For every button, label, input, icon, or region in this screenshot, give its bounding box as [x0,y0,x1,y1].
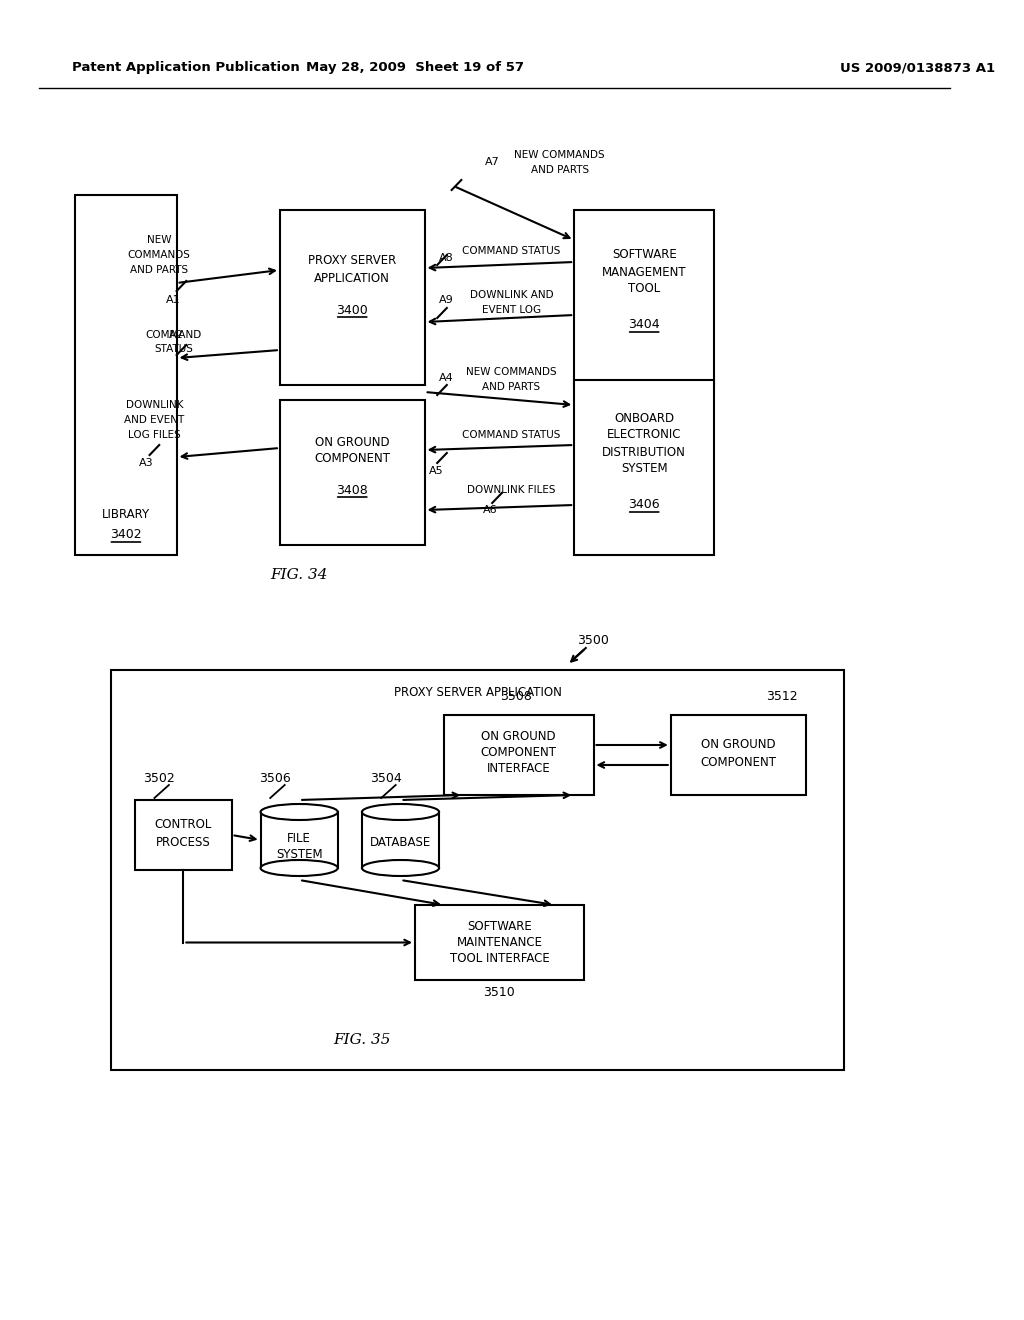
Bar [574,380,714,554]
Text: COMMAND STATUS: COMMAND STATUS [462,430,561,440]
Text: A3: A3 [139,458,154,469]
Text: Patent Application Publication: Patent Application Publication [73,62,300,74]
Text: FIG. 34: FIG. 34 [270,568,328,582]
Bar [415,906,584,979]
Text: AND PARTS: AND PARTS [130,265,188,275]
Text: 3400: 3400 [336,304,368,317]
Text: LOG FILES: LOG FILES [128,430,181,440]
Text: STATUS: STATUS [155,345,194,354]
Text: 3502: 3502 [143,771,175,784]
Text: 3408: 3408 [336,483,368,496]
Text: AND PARTS: AND PARTS [530,165,589,176]
Bar [361,812,439,869]
Bar [280,210,425,385]
Text: A8: A8 [439,253,454,263]
Bar [444,715,594,795]
Text: COMPONENT: COMPONENT [480,747,557,759]
Text: TOOL INTERFACE: TOOL INTERFACE [450,953,549,965]
Text: 3500: 3500 [578,634,609,647]
Text: May 28, 2009  Sheet 19 of 57: May 28, 2009 Sheet 19 of 57 [306,62,524,74]
Text: LIBRARY: LIBRARY [101,508,150,521]
Text: SYSTEM: SYSTEM [621,462,668,475]
Text: ON GROUND: ON GROUND [315,436,389,449]
Text: MAINTENANCE: MAINTENANCE [457,936,543,949]
Text: 3510: 3510 [483,986,515,999]
Text: DOWNLINK: DOWNLINK [126,400,183,411]
Bar [135,800,231,870]
Text: SOFTWARE: SOFTWARE [611,248,677,261]
Text: APPLICATION: APPLICATION [314,272,390,285]
Text: PROXY SERVER: PROXY SERVER [308,253,396,267]
Text: COMMANDS: COMMANDS [128,249,190,260]
Text: TOOL: TOOL [628,282,660,296]
Bar [260,812,338,869]
Text: 3512: 3512 [766,689,798,702]
Text: A6: A6 [483,506,498,515]
Text: A2: A2 [169,330,183,341]
Text: 3504: 3504 [370,771,401,784]
Ellipse shape [361,861,439,876]
Text: MANAGEMENT: MANAGEMENT [602,265,686,279]
Text: PROXY SERVER APPLICATION: PROXY SERVER APPLICATION [394,685,561,698]
Text: 3404: 3404 [629,318,660,331]
Text: FILE: FILE [288,832,311,845]
Text: EVENT LOG: EVENT LOG [482,305,541,315]
Text: US 2009/0138873 A1: US 2009/0138873 A1 [840,62,994,74]
Bar [76,195,176,554]
Text: COMPONENT: COMPONENT [314,451,390,465]
Text: A5: A5 [429,466,443,477]
Ellipse shape [260,804,338,820]
Text: DISTRIBUTION: DISTRIBUTION [602,446,686,458]
Text: COMPONENT: COMPONENT [700,756,776,770]
Text: INTERFACE: INTERFACE [486,763,551,776]
Text: SYSTEM: SYSTEM [275,849,323,862]
Bar [280,400,425,545]
Text: NEW: NEW [147,235,171,246]
Text: AND EVENT: AND EVENT [124,414,184,425]
Text: A1: A1 [166,294,181,305]
Text: DOWNLINK AND: DOWNLINK AND [470,290,553,300]
Text: A9: A9 [439,294,454,305]
Text: NEW COMMANDS: NEW COMMANDS [514,150,605,160]
Ellipse shape [260,861,338,876]
Text: NEW COMMANDS: NEW COMMANDS [466,367,557,378]
Text: SOFTWARE: SOFTWARE [467,920,531,933]
Text: A4: A4 [439,374,454,383]
Text: FIG. 35: FIG. 35 [333,1034,390,1047]
Text: ON GROUND: ON GROUND [701,738,775,751]
Text: 3406: 3406 [629,499,660,511]
Text: DATABASE: DATABASE [370,837,431,850]
Text: 3402: 3402 [111,528,141,541]
Text: ELECTRONIC: ELECTRONIC [607,429,681,441]
Text: COMMAND STATUS: COMMAND STATUS [462,246,561,256]
Text: CONTROL: CONTROL [155,818,212,832]
Ellipse shape [361,804,439,820]
Text: DOWNLINK FILES: DOWNLINK FILES [467,484,556,495]
Text: A7: A7 [484,157,500,168]
Bar [574,210,714,385]
Text: ON GROUND: ON GROUND [481,730,556,743]
Text: PROCESS: PROCESS [156,836,211,849]
Text: 3508: 3508 [501,689,532,702]
Bar [671,715,806,795]
Text: COMMAND: COMMAND [145,330,202,341]
Bar [111,671,845,1071]
Text: ONBOARD: ONBOARD [614,412,674,425]
Text: AND PARTS: AND PARTS [482,381,541,392]
Text: 3506: 3506 [259,771,291,784]
